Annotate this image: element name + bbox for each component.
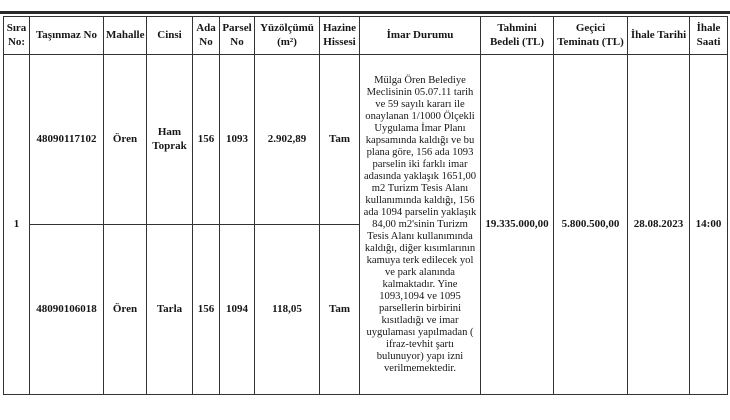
header-ada-no: Ada No xyxy=(192,16,220,55)
cell-yuzolcumu: 2.902,89 xyxy=(254,54,320,225)
cell-imar-durumu: Mülga Ören Belediye Meclisinin 05.07.11 … xyxy=(359,54,481,395)
header-ihale-tarihi: İhale Tarihi xyxy=(627,16,690,55)
header-gecici-teminati: Geçici Teminatı (TL) xyxy=(553,16,628,55)
cell-gecici-teminati: 5.800.500,00 xyxy=(553,54,628,395)
cell-tasinmaz-no: 48090106018 xyxy=(29,224,104,395)
cell-cinsi: Tarla xyxy=(146,224,193,395)
document-top-rule xyxy=(0,11,730,14)
header-ihale-saati: İhale Saati xyxy=(689,16,728,55)
auction-table: Sıra No: Taşınmaz No Mahalle Cinsi Ada N… xyxy=(3,16,728,395)
cell-ihale-saati: 14:00 xyxy=(689,54,728,395)
header-tasinmaz-no: Taşınmaz No xyxy=(29,16,104,55)
cell-sira-no: 1 xyxy=(3,54,30,395)
header-hazine-hissesi: Hazine Hissesi xyxy=(319,16,360,55)
cell-ada-no: 156 xyxy=(192,224,220,395)
cell-ada-no: 156 xyxy=(192,54,220,225)
cell-cinsi: Ham Toprak xyxy=(146,54,193,225)
header-imar-durumu: İmar Durumu xyxy=(359,16,481,55)
cell-mahalle: Ören xyxy=(103,224,147,395)
cell-hazine-hissesi: Tam xyxy=(319,54,360,225)
header-cinsi: Cinsi xyxy=(146,16,193,55)
cell-hazine-hissesi: Tam xyxy=(319,224,360,395)
cell-ihale-tarihi: 28.08.2023 xyxy=(627,54,690,395)
cell-yuzolcumu: 118,05 xyxy=(254,224,320,395)
header-mahalle: Mahalle xyxy=(103,16,147,55)
cell-tahmini-bedeli: 19.335.000,00 xyxy=(480,54,554,395)
table-header-row: Sıra No: Taşınmaz No Mahalle Cinsi Ada N… xyxy=(3,16,728,55)
table-row: 48090106018 Ören Tarla 156 1094 118,05 T… xyxy=(4,224,728,395)
header-tahmini-bedeli: Tahmini Bedeli (TL) xyxy=(480,16,554,55)
cell-parsel-no: 1093 xyxy=(219,54,255,225)
cell-mahalle: Ören xyxy=(103,54,147,225)
cell-tasinmaz-no: 48090117102 xyxy=(29,54,104,225)
table-row: 1 48090117102 Ören Ham Toprak 156 1093 2… xyxy=(3,54,728,395)
header-yuzolcumu: Yüzölçümü (m²) xyxy=(254,16,320,55)
cell-parsel-no: 1094 xyxy=(219,224,255,395)
header-parsel-no: Parsel No xyxy=(219,16,255,55)
header-sira-no: Sıra No: xyxy=(3,16,30,55)
